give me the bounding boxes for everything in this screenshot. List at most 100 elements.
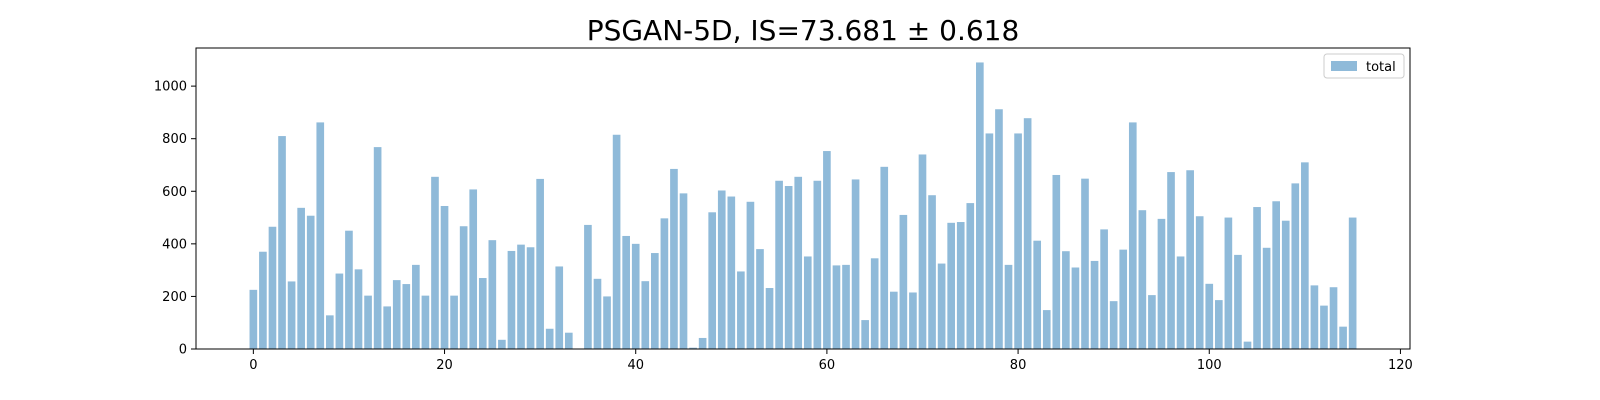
bar [1128,122,1137,349]
bar [364,295,372,349]
bar [765,288,774,349]
bar [469,189,478,349]
bar [1014,133,1022,349]
bar [1176,256,1185,349]
x-tick-label: 0 [249,358,257,373]
bar [937,263,946,349]
bar [698,337,707,349]
bar [517,244,525,349]
bar [842,264,850,349]
y-tick-label: 600 [162,185,187,200]
bar [536,178,544,349]
bar [928,195,936,349]
bar [737,271,745,349]
bar [956,222,965,349]
bar [775,180,783,349]
bar [1157,218,1166,349]
bar [498,339,506,349]
bar [966,203,975,349]
bar [1004,264,1013,349]
bar [756,249,764,349]
bar [545,328,554,349]
bar [784,186,793,349]
bar [1071,267,1080,349]
bar [1167,172,1175,349]
x-tick-label: 20 [436,358,453,373]
y-tick-label: 800 [162,132,187,147]
bar [259,251,267,349]
bar [612,134,621,349]
bar [1348,217,1357,349]
bar [823,151,831,349]
bar [1301,162,1309,349]
bar [1281,220,1290,349]
bar [603,296,611,349]
bar [689,347,697,349]
legend-box [1323,53,1405,79]
plot-frame [195,47,1411,350]
bar [316,122,325,349]
bar [593,278,602,349]
bar [297,207,305,349]
y-tick-label: 200 [162,290,187,305]
bar [670,168,678,349]
bar [402,284,411,349]
bar [507,250,516,349]
bar [889,291,898,349]
bar [909,292,917,349]
bar [268,226,277,349]
bar [1042,310,1051,349]
bar [803,256,812,349]
bar [1291,183,1300,349]
bar [622,235,630,349]
bar [746,201,755,349]
bar [851,179,860,349]
legend-swatch [1331,61,1357,71]
bar [1205,283,1214,349]
bar [641,281,650,349]
bar [373,147,382,349]
bar [431,176,439,349]
bar [717,190,726,349]
bar [918,154,927,349]
y-tick-label: 1000 [154,80,187,95]
x-tick-label: 120 [1388,358,1413,373]
bar [1109,301,1118,349]
bar-series [249,62,1357,350]
bar [1062,251,1070,349]
bar [1023,118,1032,350]
bar [727,196,736,349]
bar [1195,216,1204,349]
legend-label: total [1366,60,1396,75]
bar [861,320,869,349]
bar [976,62,984,349]
bar [1214,300,1223,349]
bar [478,278,487,349]
bar [660,218,669,349]
bar [306,215,315,349]
x-axis: 0 20 40 60 80 100 120 [249,349,1413,373]
bar [459,226,468,349]
bar [1262,247,1271,349]
bar [564,332,573,349]
bar [1052,174,1061,349]
bar [287,281,296,349]
bar [1253,207,1261,349]
bar [1329,287,1338,349]
bar [249,289,258,349]
bar [1148,295,1156,349]
bar [335,273,344,349]
bar [1119,249,1128,349]
bar [1186,170,1194,349]
bar [326,315,334,349]
bar [708,212,717,349]
bar [354,269,363,349]
bar [985,133,994,349]
bar [278,136,286,349]
x-tick-label: 60 [819,358,836,373]
y-tick-label: 0 [179,343,187,358]
bar [1234,254,1242,349]
x-tick-label: 40 [627,358,644,373]
bar [440,205,449,349]
